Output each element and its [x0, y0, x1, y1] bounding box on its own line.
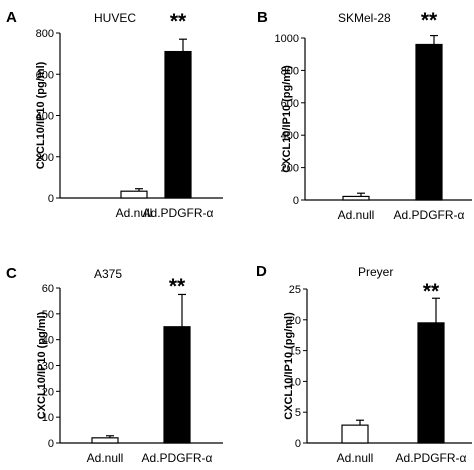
y-tick-label: 600: [281, 98, 299, 110]
y-tick-label: 5: [295, 407, 301, 419]
panel-d: D Preyer 0 5 10 15 20 25 CXCL10/IP10 (pg/ml) Ad.n…: [256, 263, 472, 465]
significance-marker: **: [169, 275, 186, 298]
bar: [164, 50, 192, 199]
y-tick-label: 800: [36, 28, 54, 40]
category-label: Ad.null: [116, 206, 153, 220]
y-tick-label: 0: [48, 193, 54, 205]
bar: [417, 322, 445, 444]
category-label: Ad.null: [337, 451, 374, 465]
y-tick-label: 600: [36, 69, 54, 81]
category-label: Ad.null: [338, 208, 375, 222]
category-label: Ad.PDGFR-α: [396, 451, 467, 465]
panel-letter: D: [256, 263, 267, 280]
y-tick-label: 0: [48, 438, 54, 450]
bar: [91, 437, 119, 444]
y-axis-label: CXCL10/IP10 (pg/ml): [36, 311, 48, 419]
y-tick-label: 10: [289, 376, 301, 388]
category-label: Ad.PDGFR-α: [143, 206, 214, 220]
panel-title: SKMel-28: [338, 11, 391, 25]
y-tick-label: 30: [42, 361, 54, 373]
bar: [163, 326, 191, 444]
y-tick-label: 15: [289, 346, 301, 358]
category-label: Ad.PDGFR-α: [394, 208, 465, 222]
y-tick-label: 50: [42, 309, 54, 321]
significance-marker: **: [170, 10, 187, 33]
significance-marker: **: [421, 9, 438, 32]
y-tick-label: 800: [281, 65, 299, 77]
y-tick-label: 400: [36, 111, 54, 123]
panel-title: A375: [94, 267, 122, 281]
y-tick-label: 40: [42, 335, 54, 347]
y-axis-label: CXCL10/IP10 (pg/ml): [283, 312, 295, 420]
panel-title: Preyer: [358, 265, 393, 279]
panel-a: A HUVEC 0 200 400 600 800 CXCL10/IP10 (pg/ml) Ad…: [6, 9, 223, 220]
y-tick-label: 60: [42, 283, 54, 295]
panel-letter: B: [257, 9, 268, 26]
category-label: Ad.PDGFR-α: [142, 451, 213, 465]
y-tick-label: 20: [289, 315, 301, 327]
y-tick-label: 10: [42, 412, 54, 424]
panel-b: B SKMel-28 0 200 400 600 800 1000 CXCL10/IP10 (p…: [257, 9, 472, 222]
y-tick-label: 0: [293, 195, 299, 207]
bar: [342, 195, 370, 201]
panel-title: HUVEC: [94, 11, 136, 25]
panel-letter: C: [6, 265, 17, 282]
y-tick-label: 200: [36, 152, 54, 164]
y-axis-label: CXCL10/IP10 (pg/ml): [281, 65, 293, 173]
y-tick-label: 200: [281, 163, 299, 175]
significance-marker: **: [423, 280, 440, 303]
y-tick-label: 25: [289, 284, 301, 296]
bar: [415, 43, 443, 201]
y-tick-label: 1000: [275, 33, 299, 45]
category-label: Ad.null: [87, 451, 124, 465]
bar: [120, 190, 148, 199]
y-tick-label: 0: [295, 438, 301, 450]
panel-c: C A375 0 10 20 30 40 50 60 CXCL10/IP10 (pg/ml) Ad.…: [6, 265, 223, 465]
y-axis-label: CXCL10/IP10 (pg/ml): [35, 61, 47, 169]
y-tick-label: 20: [42, 386, 54, 398]
y-tick-label: 400: [281, 130, 299, 142]
panel-letter: A: [6, 9, 17, 26]
bar: [341, 424, 369, 444]
